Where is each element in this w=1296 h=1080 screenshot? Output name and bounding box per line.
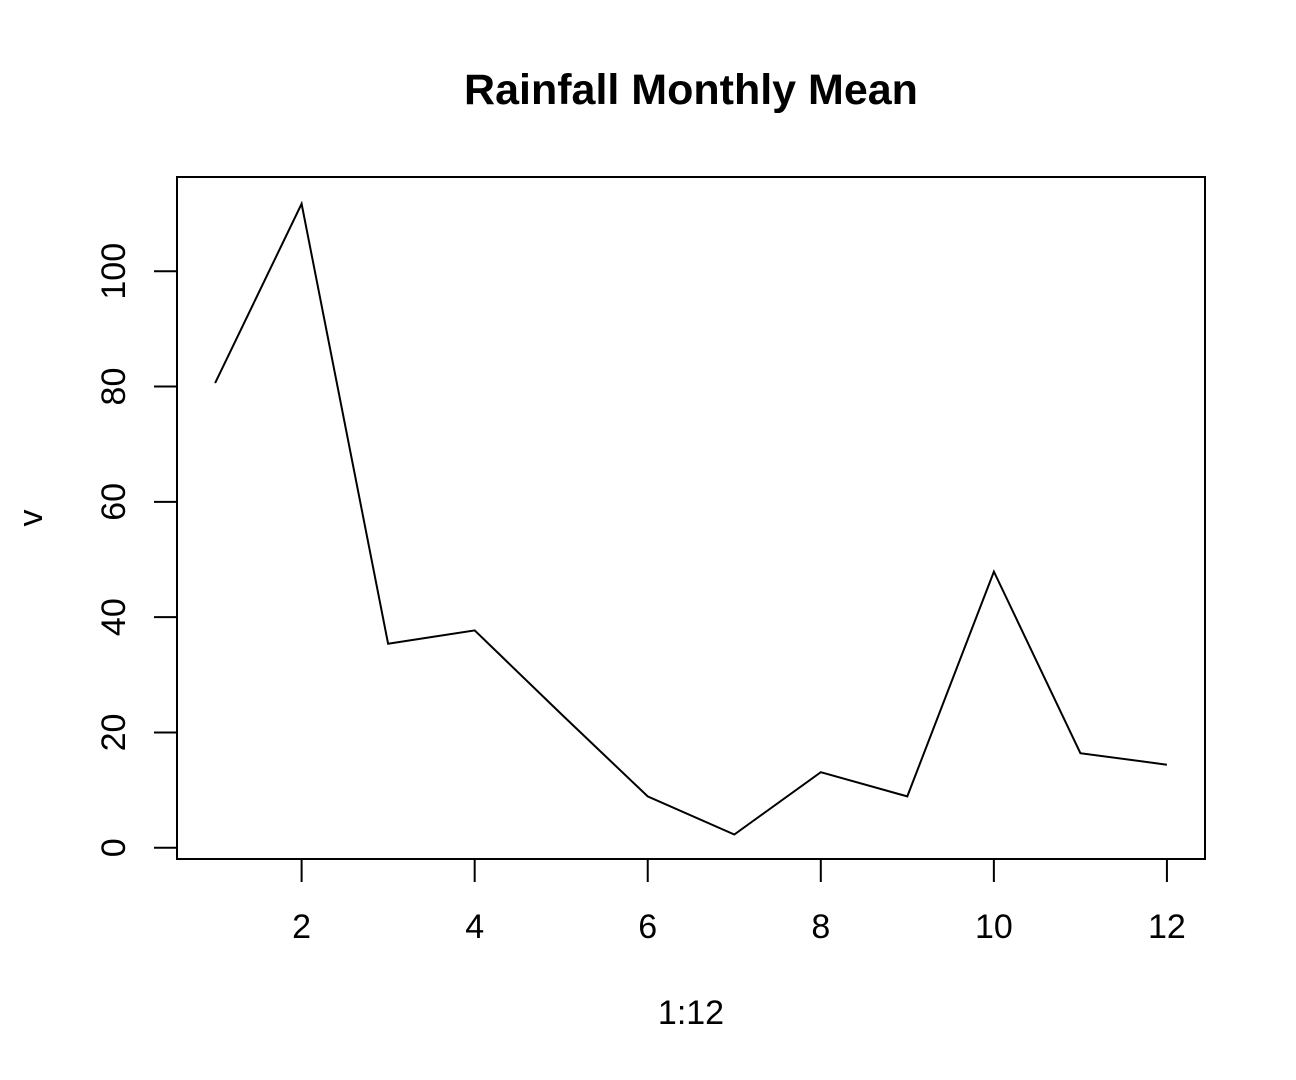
y-axis-label: v bbox=[12, 510, 50, 527]
x-tick-label: 2 bbox=[292, 908, 311, 946]
y-tick-label: 80 bbox=[95, 368, 133, 406]
x-tick-label: 8 bbox=[811, 908, 830, 946]
y-tick-label: 100 bbox=[95, 243, 133, 300]
chart-title: Rainfall Monthly Mean bbox=[464, 66, 918, 114]
x-tick-label: 6 bbox=[638, 908, 657, 946]
y-axis: 0 20 40 60 80 100 bbox=[95, 243, 178, 857]
y-tick-label: 60 bbox=[95, 483, 133, 521]
series-line bbox=[214, 200, 1168, 836]
x-axis: 2 4 6 8 10 12 bbox=[292, 858, 1186, 946]
plot-frame bbox=[176, 176, 1206, 860]
x-axis-label: 1:12 bbox=[658, 994, 724, 1032]
y-tick-label: 0 bbox=[95, 838, 133, 857]
x-tick-label: 4 bbox=[465, 908, 484, 946]
x-tick-label: 10 bbox=[975, 908, 1013, 946]
y-tick-label: 40 bbox=[95, 598, 133, 636]
x-tick-label: 12 bbox=[1148, 908, 1186, 946]
y-tick-label: 20 bbox=[95, 714, 133, 752]
